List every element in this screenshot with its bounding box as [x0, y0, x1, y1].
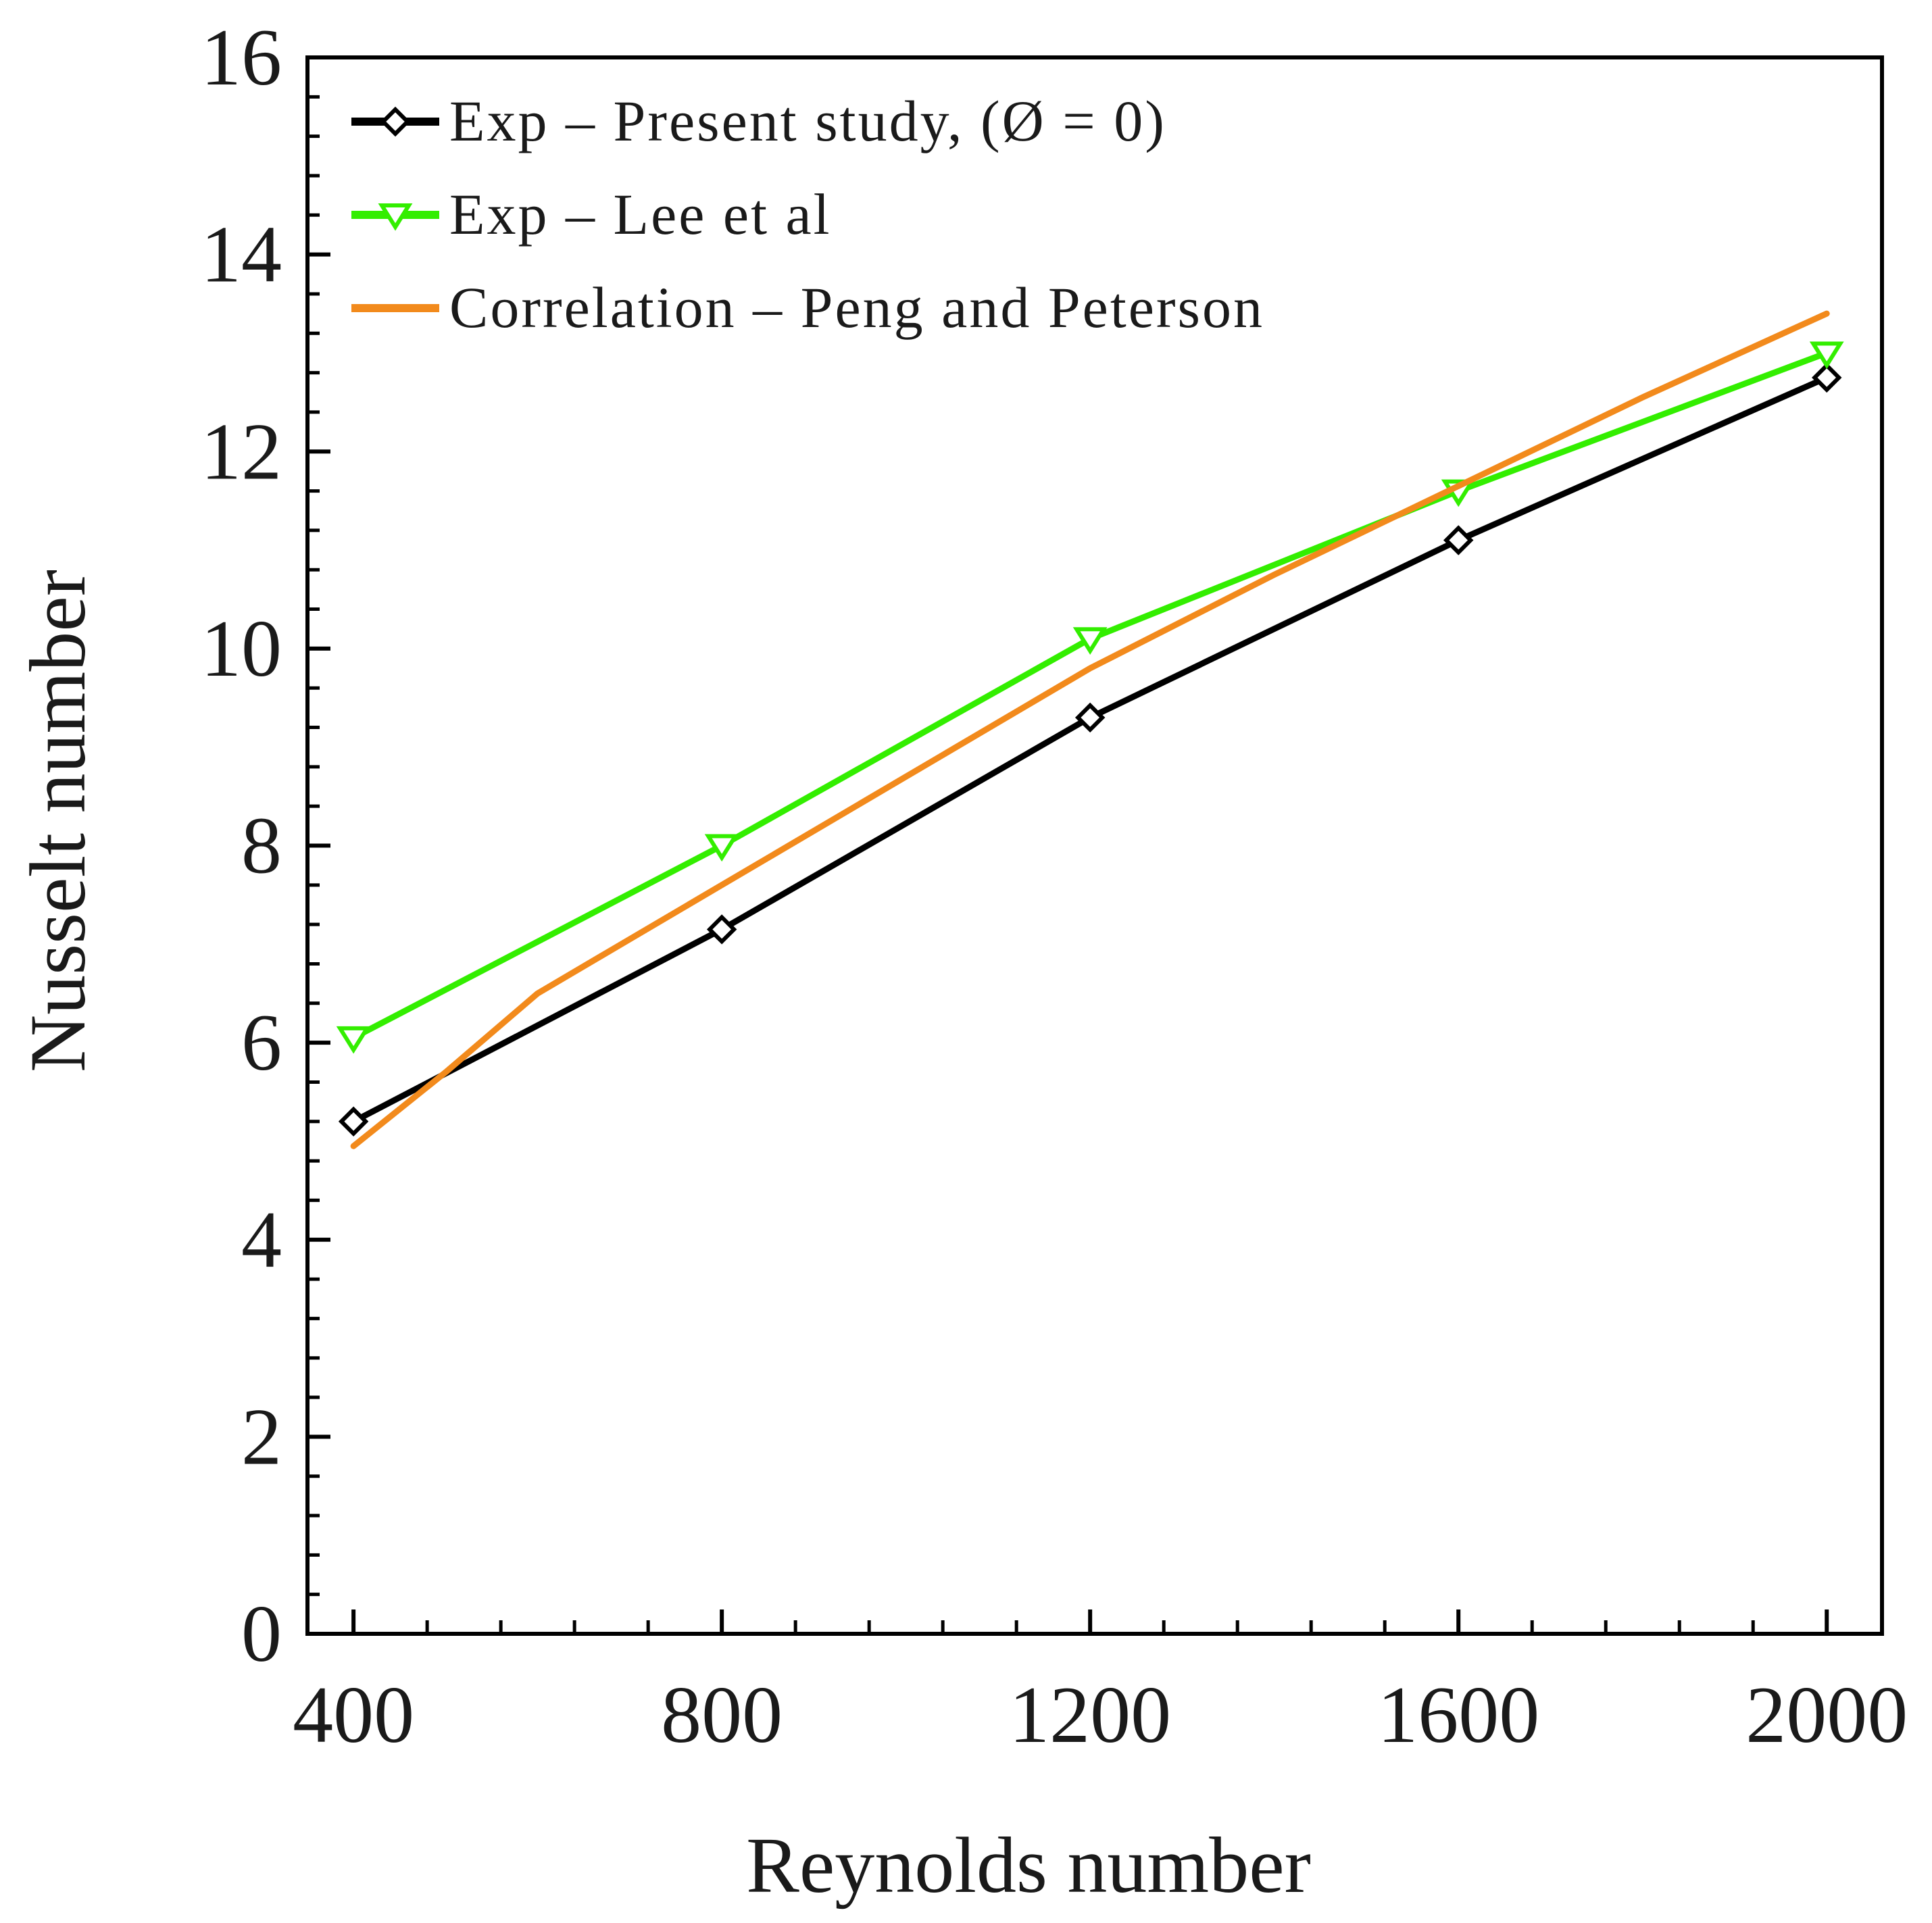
legend-label: Exp – Present study, (Ø = 0) — [449, 89, 1166, 153]
plot-series — [336, 310, 1844, 1149]
x-tick-label: 800 — [661, 1670, 783, 1759]
y-tick-label: 12 — [201, 406, 282, 496]
x-axis-title: Reynolds number — [746, 1821, 1311, 1909]
x-tick-label: 400 — [293, 1670, 414, 1759]
data-point — [1812, 362, 1842, 393]
series-line — [350, 310, 1830, 1149]
series-2 — [336, 341, 1844, 1054]
legend-marker — [380, 106, 411, 137]
axis-ticks: 0 2 4 6 8 10 12 14 16 400 800 1200 1600 2000 — [201, 12, 1908, 1759]
x-tick-label: 2000 — [1745, 1670, 1908, 1759]
data-point — [1443, 525, 1474, 555]
data-point — [704, 834, 739, 862]
series-line — [350, 374, 1830, 1125]
legend-marker — [378, 203, 413, 231]
y-tick-label: 10 — [201, 603, 282, 693]
legend-item: Exp – Present study, (Ø = 0) — [351, 89, 1166, 153]
data-point — [706, 914, 737, 945]
legend: Exp – Present study, (Ø = 0) Exp – Lee et… — [351, 89, 1264, 340]
legend-item: Exp – Lee et al — [351, 182, 832, 247]
y-axis-title: Nusselt number — [14, 570, 102, 1072]
y-tick-label: 14 — [201, 209, 282, 299]
y-tick-label: 6 — [241, 997, 282, 1087]
data-point — [1072, 627, 1108, 655]
series-line — [350, 349, 1830, 1041]
series-3 — [350, 310, 1830, 1149]
legend-label: Correlation – Peng and Peterson — [449, 275, 1264, 340]
y-tick-label: 4 — [241, 1195, 282, 1284]
y-tick-label: 0 — [241, 1589, 282, 1678]
y-tick-label: 16 — [201, 12, 282, 102]
x-tick-label: 1600 — [1377, 1670, 1539, 1759]
data-point — [1809, 341, 1844, 370]
data-point — [338, 1106, 369, 1137]
x-tick-label: 1200 — [1009, 1670, 1171, 1759]
series-1 — [338, 362, 1842, 1137]
data-point — [1074, 702, 1106, 733]
legend-label: Exp – Lee et al — [449, 182, 832, 247]
legend-item: Correlation – Peng and Peterson — [351, 275, 1264, 340]
y-tick-label: 8 — [241, 801, 282, 891]
y-tick-label: 2 — [241, 1391, 282, 1481]
data-point — [336, 1026, 371, 1054]
